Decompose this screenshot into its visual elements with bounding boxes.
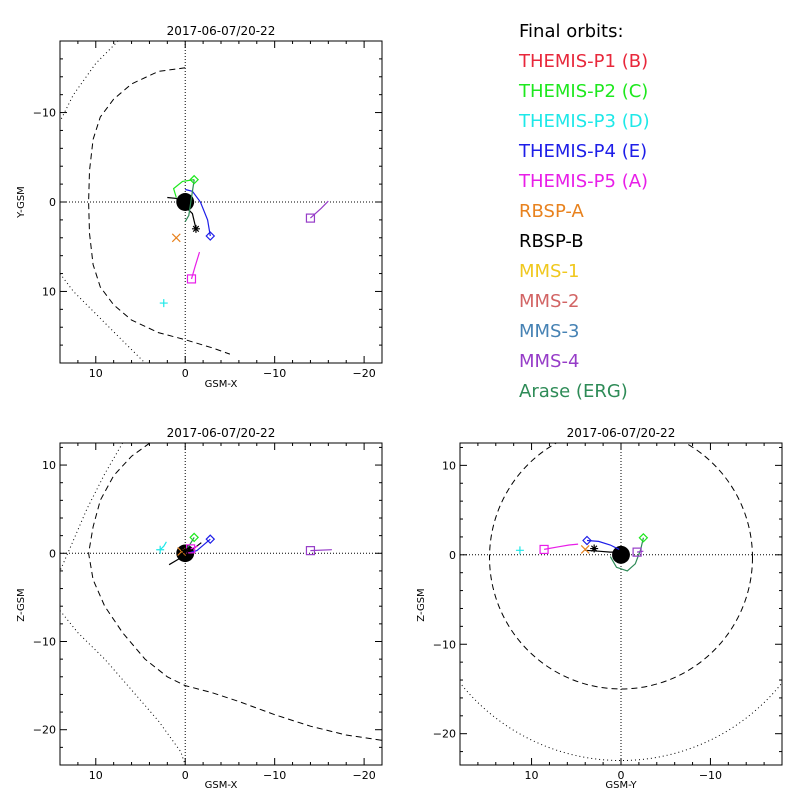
legend-entry-themis-p3-d: THEMIS-P3 (D) <box>518 111 650 132</box>
x-tick-label: 0 <box>182 769 189 782</box>
orbit-track-themis-p5-a <box>543 543 579 550</box>
legend-entry-themis-p2-c: THEMIS-P2 (C) <box>518 81 648 102</box>
x-tick-label: −10 <box>263 769 286 782</box>
x-axis-label: GSM-X <box>205 780 238 791</box>
legend-entry-rbsp-b: RBSP-B <box>519 231 584 252</box>
marker-themis-p4-e <box>205 231 216 241</box>
legend-entry-mms-1: MMS-1 <box>519 261 579 282</box>
orbit-track-themis-p4-e <box>185 188 211 237</box>
marker-themis-p2-c <box>638 532 649 543</box>
earth-disk <box>612 545 630 564</box>
marker-themis-p2-c <box>189 174 200 185</box>
bow-shock-boundary <box>60 610 186 765</box>
orbit-track-themis-p2-c <box>172 179 195 198</box>
panel-title: 2017-06-07/20-22 <box>567 426 676 440</box>
marker-themis-p3-d <box>156 545 165 554</box>
y-axis-label: Z-GSM <box>416 588 427 621</box>
orbit-track-arase-erg <box>609 537 644 572</box>
x-tick-label: 10 <box>89 769 103 782</box>
y-tick-label: 0 <box>49 547 56 560</box>
marker-rbsp-b <box>181 546 190 555</box>
marker-rbsp-b <box>191 224 200 233</box>
xy-plane-panel: 2017-06-07/20-22 GSM-X Y-GSM 10 0 −10 −20 −1… <box>16 24 383 390</box>
x-tick-label: −20 <box>353 769 376 782</box>
y-tick-label: −10 <box>433 638 456 651</box>
legend-entry-mms-2: MMS-2 <box>519 291 579 312</box>
orbit-track-mms-4 <box>310 549 332 552</box>
marker-rbsp-a <box>177 547 187 556</box>
marker-themis-p5-a <box>186 274 197 284</box>
y-tick-label: −10 <box>33 635 56 648</box>
marker-themis-p3-d <box>515 546 524 555</box>
marker-rbsp-a <box>171 233 181 243</box>
marker-mms-4 <box>305 213 316 223</box>
legend-title: Final orbits: <box>519 21 624 42</box>
marker-rbsp-b <box>590 544 599 553</box>
x-tick-label: 10 <box>525 769 539 782</box>
magnetopause-boundary <box>489 443 753 690</box>
marker-rbsp-a <box>580 545 590 554</box>
y-tick-label: 0 <box>449 549 456 562</box>
magnetopause-boundary <box>88 67 231 355</box>
plot-contents <box>60 41 382 363</box>
y-tick-label: 10 <box>42 285 56 298</box>
legend: Final orbits: THEMIS-P1 (B) THEMIS-P2 (C)… <box>518 21 650 402</box>
x-tick-label: −20 <box>353 367 376 380</box>
bow-shock-boundary <box>60 273 146 363</box>
bow-shock-boundary <box>60 41 119 122</box>
y-tick-label: 0 <box>49 196 56 209</box>
marker-themis-p4-e <box>582 535 592 546</box>
orbit-track-rbsp-b <box>167 196 197 229</box>
panel-title: 2017-06-07/20-22 <box>167 426 276 440</box>
y-tick-label: −10 <box>33 107 56 120</box>
orbit-track-themis-p4-e <box>190 538 211 553</box>
orbit-track-mms-4 <box>637 550 644 553</box>
y-axis-label: Y-GSM <box>16 186 27 219</box>
legend-entry-themis-p1-b: THEMIS-P1 (B) <box>518 51 648 72</box>
y-tick-label: 10 <box>42 459 56 472</box>
x-tick-label: −10 <box>699 769 722 782</box>
y-tick-label: −20 <box>433 728 456 741</box>
marker-themis-p4-e <box>205 534 216 545</box>
plot-frame <box>59 442 383 766</box>
plot-contents <box>60 443 382 765</box>
legend-entry-arase-erg: Arase (ERG) <box>519 381 628 402</box>
legend-entry-themis-p5-a: THEMIS-P5 (A) <box>518 171 648 192</box>
x-tick-label: 0 <box>182 367 189 380</box>
marker-mms-4 <box>632 547 642 557</box>
x-axis-label: GSM-Y <box>605 780 637 791</box>
orbit-track-themis-p4-e <box>586 539 620 550</box>
x-axis-label: GSM-X <box>205 379 238 390</box>
orbit-track-mms-4 <box>309 200 329 219</box>
orbit-track-themis-p3-d <box>159 541 167 551</box>
marker-themis-p2-c <box>189 532 200 543</box>
legend-entry-mms-4: MMS-4 <box>519 351 579 372</box>
bow-shock-boundary <box>60 443 124 572</box>
yz-plane-panel: 2017-06-07/20-22 GSM-Y Z-GSM 10 0 −10 −20 −1… <box>416 426 783 791</box>
panel-title: 2017-06-07/20-22 <box>167 24 276 38</box>
marker-themis-p5-a <box>539 544 549 555</box>
y-tick-label: −20 <box>33 724 56 737</box>
legend-entry-mms-3: MMS-3 <box>519 321 579 342</box>
orbit-track-arase-erg <box>184 179 195 222</box>
plot-contents <box>460 443 782 765</box>
x-tick-label: 10 <box>89 367 103 380</box>
legend-entry-rbsp-a: RBSP-A <box>519 201 585 222</box>
x-tick-label: 0 <box>618 769 625 782</box>
marker-themis-p3-d <box>159 299 168 308</box>
magnetopause-boundary <box>88 443 382 741</box>
x-tick-label: −10 <box>263 367 286 380</box>
y-axis-label: Z-GSM <box>16 588 27 621</box>
marker-mms-4 <box>305 546 316 556</box>
y-tick-label: 10 <box>442 459 456 472</box>
legend-entry-themis-p4-e: THEMIS-P4 (E) <box>518 141 647 162</box>
xz-plane-panel: 2017-06-07/20-22 GSM-X Z-GSM 10 0 −10 −20 −2… <box>16 426 383 791</box>
